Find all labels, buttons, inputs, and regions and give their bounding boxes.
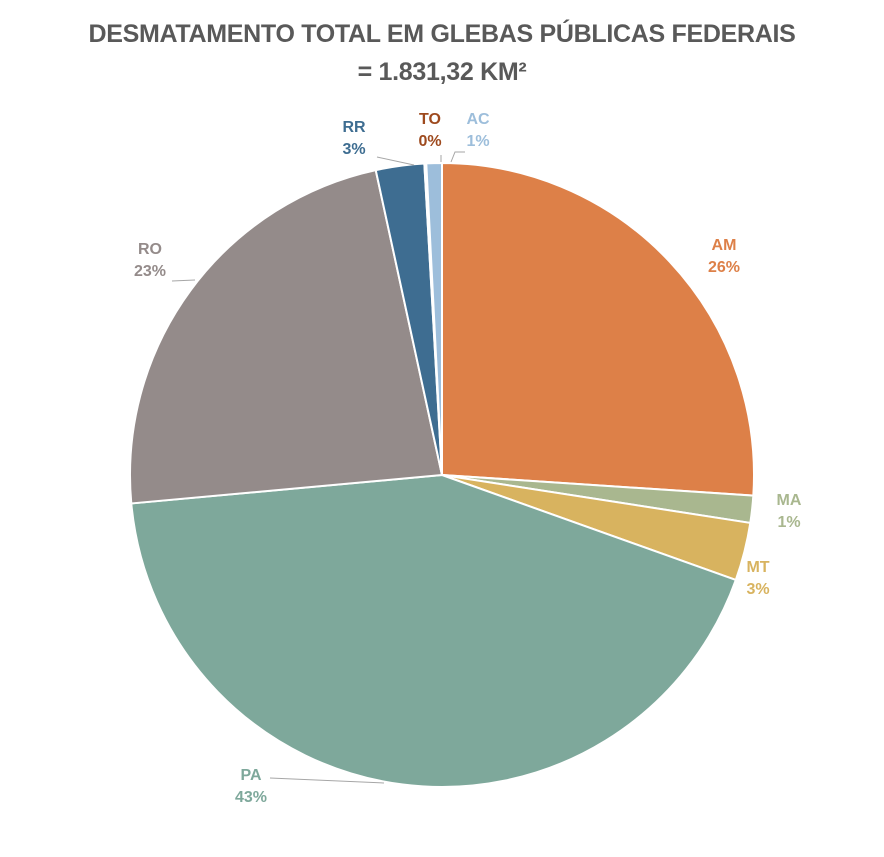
- leader-line-ac: [450, 151, 465, 163]
- data-label-mt: MT 3%: [746, 559, 769, 598]
- data-label-pa: PA 43%: [235, 767, 267, 806]
- data-label-rr: RR 3%: [342, 119, 366, 158]
- pie-slice-pa: [130, 473, 738, 788]
- chart-subtitle: = 1.831,32 KM²: [357, 58, 527, 86]
- data-label-am: AM 26%: [708, 237, 740, 276]
- data-label-to: TO 0%: [418, 111, 441, 150]
- data-label-ma: MA 1%: [777, 492, 802, 531]
- pie-slice-am: [441, 161, 755, 497]
- data-label-ro: RO 23%: [134, 241, 166, 280]
- leader-line-pa: [269, 777, 385, 784]
- leader-line-ro: [171, 279, 196, 282]
- chart-title: DESMATAMENTO TOTAL EM GLEBAS PÚBLICAS FE…: [88, 20, 796, 48]
- pie-slice-ro: [129, 168, 444, 505]
- pie-slice-ac: [425, 161, 443, 476]
- leader-line-rr: [376, 156, 415, 166]
- data-label-ac: AC 1%: [466, 111, 490, 150]
